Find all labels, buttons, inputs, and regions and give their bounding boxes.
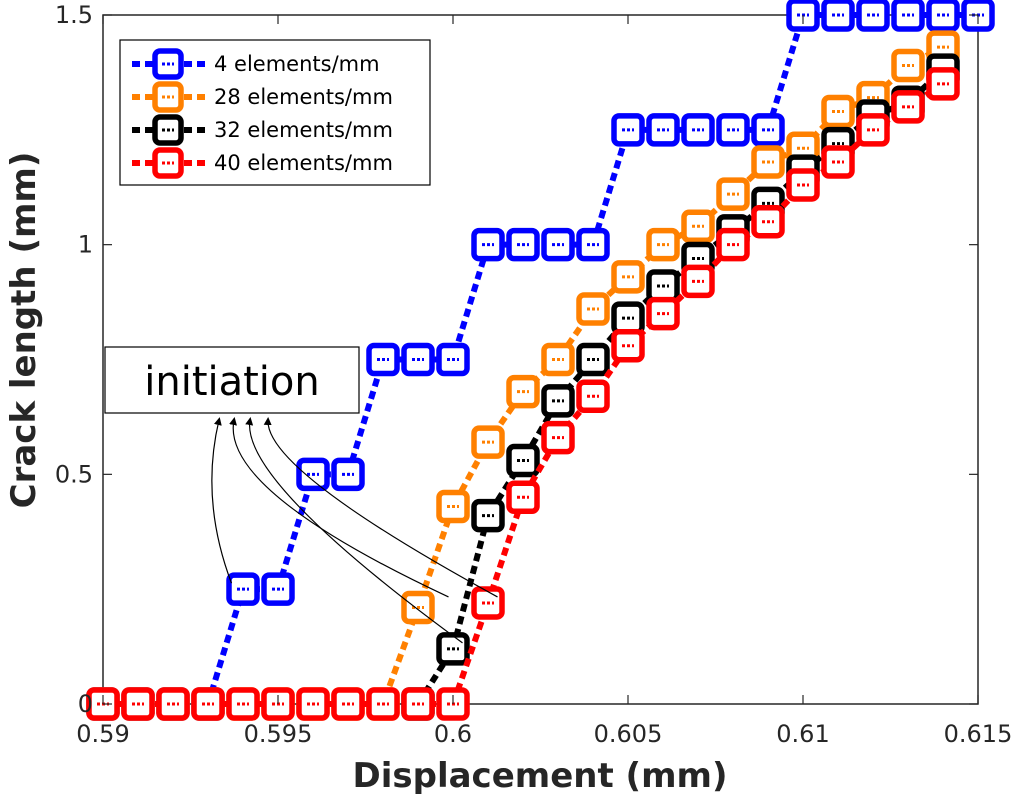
x-tick-label: 0.595 [244,720,313,748]
legend-label: 28 elements/mm [214,85,393,109]
x-axis-title: Displacement (mm) [353,756,728,796]
x-tick-label: 0.615 [944,720,1013,748]
annotation-text: initiation [144,359,320,405]
annotation-layer: initiation [104,346,498,644]
annotation-arrow [229,417,449,598]
x-tick-label: 0.61 [776,720,829,748]
legend: 4 elements/mm 28 elements/mm 32 elements/m… [119,39,431,186]
series-line [415,67,946,706]
x-tick-label: 0.605 [594,720,663,748]
legend-label: 4 elements/mm [214,52,380,76]
annotation-arrow [211,417,233,584]
series-3 [86,67,960,721]
y-tick-label: 0 [78,690,93,718]
y-tick-label: 0.5 [55,460,93,488]
legend-label: 40 elements/mm [214,151,393,175]
annotation-arrow [245,417,463,644]
y-axis-title: Crack length (mm) [4,152,44,509]
tick-layer: 0.59 0.595 0.6 0.605 0.61 0.615 0 0.5 1 1.5 [55,1,1013,748]
annotation-arrow [263,417,498,598]
y-tick-label: 1.5 [55,1,93,29]
x-tick-label: 0.59 [76,720,129,748]
x-tick-label: 0.6 [434,720,472,748]
legend-label: 32 elements/mm [214,118,393,142]
series-layer [86,0,995,721]
y-tick-label: 1 [78,231,93,259]
annotation-box [104,346,360,414]
